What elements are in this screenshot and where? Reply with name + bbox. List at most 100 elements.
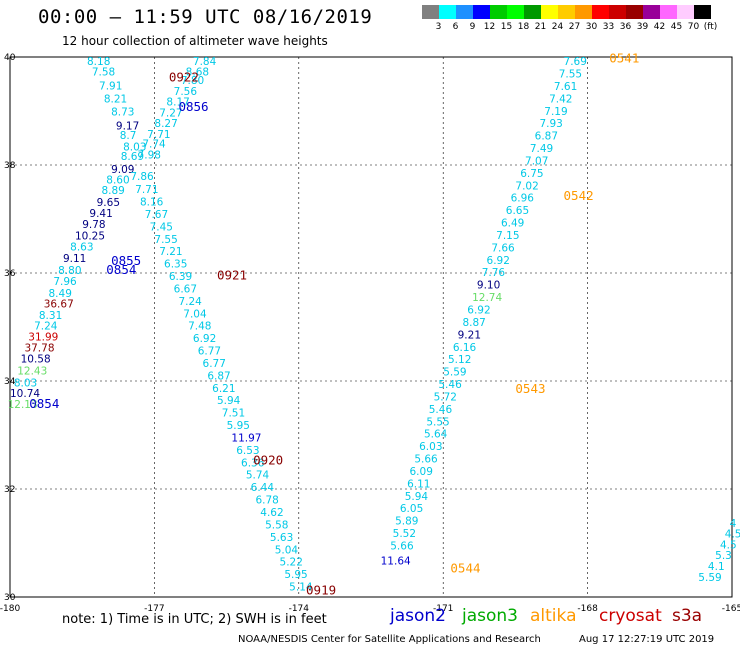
scale-label: 24 — [551, 22, 564, 32]
scale-label: 27 — [568, 22, 581, 32]
color-scale — [422, 5, 711, 19]
mission-s3a: s3a — [672, 606, 703, 626]
wave-height-value: 11.97 — [231, 432, 261, 444]
wave-height-value: 8.69 — [121, 151, 144, 163]
scale-swatch — [660, 5, 677, 19]
wave-height-value: 9.41 — [89, 208, 112, 220]
scale-swatch — [473, 5, 490, 19]
wave-height-value: 9.09 — [111, 164, 134, 176]
wave-height-value: 7.56 — [174, 86, 198, 98]
scale-label: 36 — [619, 22, 632, 32]
scale-swatch — [558, 5, 575, 19]
scale-label: 45 — [670, 22, 683, 32]
wave-height-value: 7.48 — [188, 321, 211, 333]
scale-label: (ft) — [703, 22, 718, 32]
scale-label: 39 — [636, 22, 649, 32]
wave-height-value: 10.25 — [75, 231, 105, 243]
y-tick-label: 40 — [4, 53, 16, 63]
wave-height-value: 5.14 — [289, 582, 313, 594]
wave-height-value: 8.80 — [58, 265, 81, 277]
wave-height-value: 7.51 — [222, 408, 245, 420]
wave-height-value: 5.95 — [227, 420, 250, 432]
chart-subtitle: 12 hour collection of altimeter wave hei… — [62, 34, 328, 48]
wave-height-value: 8.18 — [87, 56, 110, 68]
wave-height-value: 8.68 — [186, 66, 209, 78]
wave-height-value: 8.89 — [101, 185, 124, 197]
y-tick-label: 30 — [4, 593, 16, 603]
x-tick-label: -165 — [722, 604, 740, 614]
wave-height-value: 8.21 — [104, 93, 127, 105]
wave-height-value: 6.36 — [241, 457, 265, 469]
wave-height-value: 9.11 — [63, 253, 86, 265]
wave-height-value: 7.07 — [525, 155, 548, 167]
wave-height-value: 7.67 — [145, 209, 168, 221]
wave-height-value: 6.44 — [251, 482, 275, 494]
scale-label: 12 — [483, 22, 496, 32]
wave-height-value: 6.09 — [410, 466, 433, 478]
wave-height-value: 5.59 — [443, 367, 466, 379]
scale-swatch — [507, 5, 524, 19]
scale-swatch — [677, 5, 694, 19]
mission-jason2: jason2 — [390, 606, 446, 626]
wave-height-value: 7.27 — [159, 107, 182, 119]
wave-height-value: 7.21 — [159, 246, 182, 258]
wave-height-value: 6.78 — [255, 495, 278, 507]
wave-height-value: 5.95 — [284, 569, 307, 581]
mission-cryosat: cryosat — [599, 606, 662, 626]
pass-time-label: 0541 — [609, 50, 639, 65]
credit-text: NOAA/NESDIS Center for Satellite Applica… — [238, 634, 541, 645]
wave-height-value: 5.66 — [390, 540, 414, 552]
wave-height-value: 5.59 — [698, 572, 721, 584]
scale-swatch — [575, 5, 592, 19]
wave-height-value: 5.46 — [438, 379, 462, 391]
pass-time-label: 0919 — [306, 582, 336, 597]
wave-height-value: 8.49 — [49, 288, 72, 300]
wave-height-value: 31.99 — [28, 332, 58, 344]
wave-height-value: 9.65 — [97, 197, 120, 209]
chart-title: 00:00 — 11:59 UTC 08/16/2019 — [38, 6, 373, 28]
pass-time-label: 0855 — [111, 253, 141, 268]
wave-height-value: 5.94 — [217, 395, 241, 407]
wave-height-value: 5.12 — [448, 354, 471, 366]
wave-height-value: 8.03 — [123, 141, 146, 153]
wave-height-value: 5.66 — [414, 454, 438, 466]
wave-height-value: 37.78 — [24, 342, 54, 354]
scale-swatch — [626, 5, 643, 19]
wave-height-value: 7.69 — [564, 56, 587, 68]
wave-height-value: 10.74 — [10, 388, 40, 400]
wave-height-value: 6.77 — [203, 358, 226, 370]
footer-note: note: 1) Time is in UTC; 2) SWH is in fe… — [62, 612, 327, 627]
wave-height-value: 4.5 — [725, 529, 740, 541]
y-tick-label: 32 — [4, 485, 15, 495]
wave-height-value: 8.17 — [166, 97, 189, 109]
wave-height-value: 7.61 — [554, 81, 577, 93]
wave-height-value: 8.7 — [120, 130, 137, 142]
wave-height-value: 6.92 — [487, 255, 510, 267]
scale-swatch — [439, 5, 456, 19]
x-tick-label: -171 — [433, 604, 453, 614]
wave-height-value: 5.63 — [270, 532, 293, 544]
wave-height-value: 7.42 — [549, 93, 572, 105]
wave-height-value: 6.87 — [535, 131, 558, 143]
scale-label: 70 — [687, 22, 700, 32]
scale-label: 30 — [585, 22, 598, 32]
wave-height-value: 5.72 — [434, 391, 457, 403]
wave-height-value: 8.16 — [140, 197, 164, 209]
scale-label: 21 — [534, 22, 547, 32]
wave-height-value: 9.78 — [82, 219, 105, 231]
wave-height-value: 7.98 — [138, 150, 161, 162]
wave-height-value: 6.11 — [407, 478, 430, 490]
wave-height-value: 7.96 — [53, 276, 77, 288]
wave-height-value: 6.35 — [164, 259, 187, 271]
pass-time-label: 0544 — [450, 561, 480, 576]
wave-height-value: 12.43 — [17, 366, 47, 378]
wave-height-value: 5.46 — [429, 404, 453, 416]
x-tick-label: -168 — [577, 604, 598, 614]
wave-height-value: 7.58 — [92, 66, 115, 78]
x-tick-label: -174 — [289, 604, 310, 614]
wave-height-value: 5.74 — [246, 470, 270, 482]
wave-height-value: 6.87 — [207, 370, 230, 382]
wave-height-value: 6.67 — [174, 283, 197, 295]
scale-swatch — [524, 5, 541, 19]
